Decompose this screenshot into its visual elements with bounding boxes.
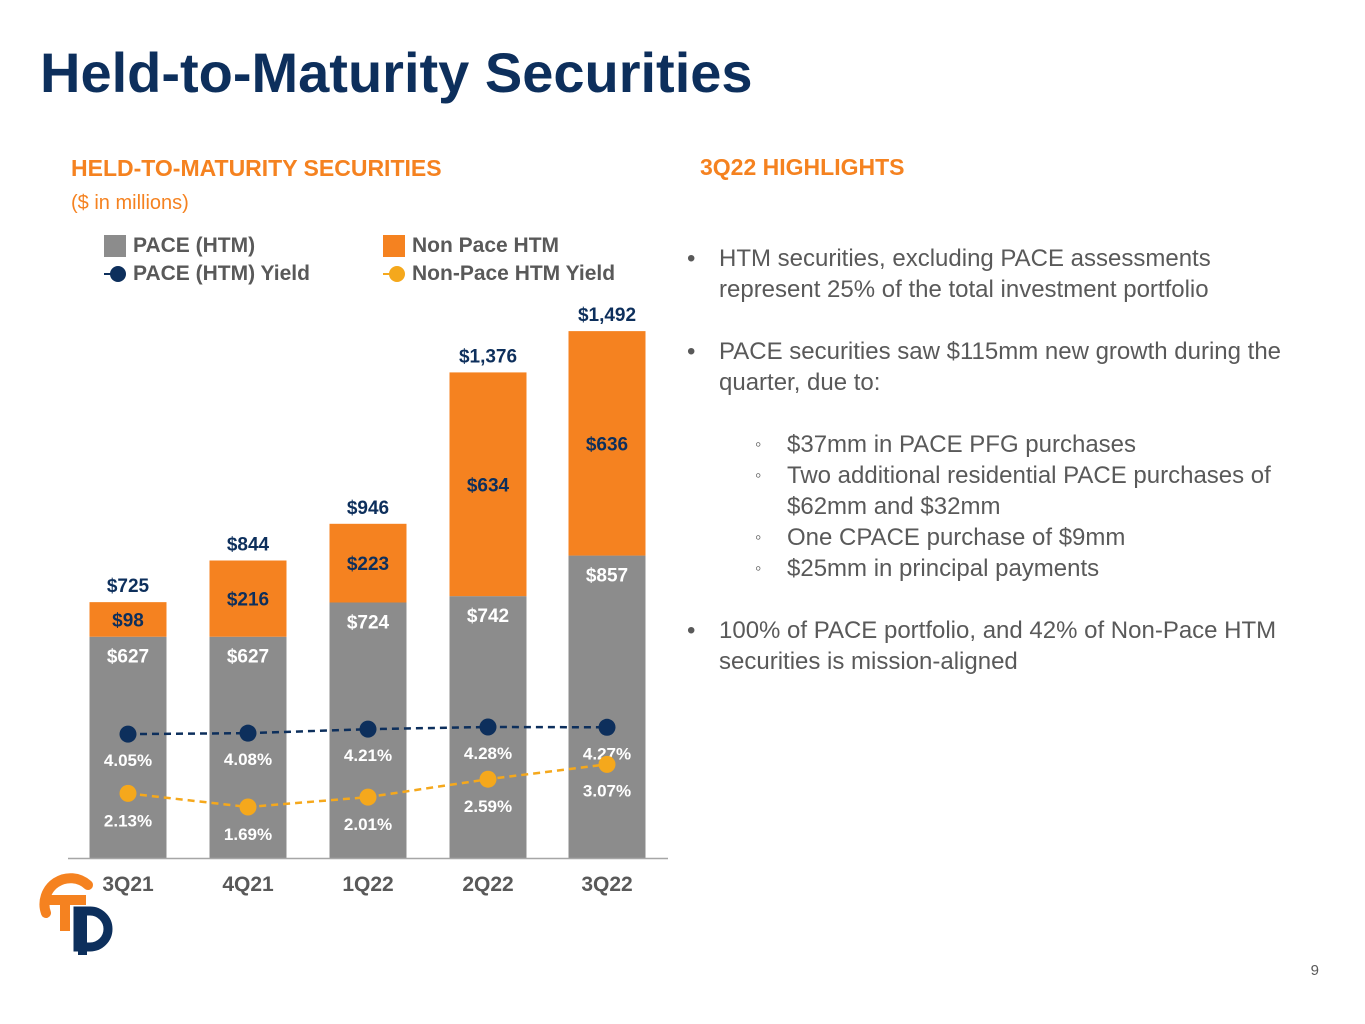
bar-non-pace-2Q22 — [449, 372, 527, 597]
yield-point-pace-3Q21 — [119, 725, 137, 743]
yield-label-non-pace-1Q22: 2.01% — [344, 815, 392, 834]
legend-non-pace-swatch — [383, 235, 405, 257]
highlight-text-2: PACE securities saw $115mm new growth du… — [719, 338, 1282, 396]
yield-label-pace-1Q22: 4.21% — [344, 746, 392, 765]
bar-non-pace-label-4Q21: $216 — [227, 590, 269, 611]
legend-pace-swatch — [104, 235, 126, 257]
bar-pace-label-2Q22: $742 — [467, 606, 509, 627]
highlight-text-1: HTM securities, excluding PACE assessmen… — [719, 245, 1211, 303]
legend-pace-yield-marker — [104, 263, 126, 285]
sub-bullet-1: ◦ $37mm in PACE PFG purchases — [755, 431, 1137, 458]
legend-non-pace-yield-label: Non-Pace HTM Yield — [412, 262, 616, 285]
yield-point-non-pace-3Q22 — [598, 755, 616, 773]
bar-non-pace-3Q22 — [568, 331, 646, 556]
yield-point-non-pace-4Q21 — [239, 798, 257, 816]
page-title: Held-to-Maturity Securities — [40, 41, 753, 104]
yield-point-pace-4Q21 — [239, 724, 257, 742]
yield-label-pace-4Q21: 4.08% — [224, 750, 272, 769]
legend-non-pace-yield-marker — [383, 263, 405, 285]
yield-label-pace-2Q22: 4.28% — [464, 744, 512, 763]
sub-bullet-2: ◦ Two additional residential PACE purchas… — [755, 460, 1307, 522]
bar-total-label-1Q22: $946 — [347, 498, 389, 519]
legend-pace-yield: PACE (HTM) Yield — [104, 262, 310, 286]
bar-non-pace-label-3Q22: $636 — [586, 434, 628, 455]
x-tick-label-4Q21: 4Q21 — [222, 873, 274, 896]
legend-non-pace: Non Pace HTM — [383, 234, 559, 258]
bar-non-pace-3Q21 — [89, 602, 167, 637]
yield-label-non-pace-3Q22: 3.07% — [583, 781, 631, 800]
bar-pace-4Q21 — [209, 636, 287, 858]
sub-bullet-text-3: One CPACE purchase of $9mm — [787, 524, 1126, 551]
bar-non-pace-4Q21 — [209, 560, 287, 637]
highlight-bullet-3: • 100% of PACE portfolio, and 42% of Non-… — [687, 615, 1307, 677]
highlight-text-3: 100% of PACE portfolio, and 42% of Non-P… — [719, 617, 1277, 675]
highlight-bullet-1: • HTM securities, excluding PACE assessme… — [687, 243, 1307, 305]
bar-non-pace-label-1Q22: $223 — [347, 554, 389, 575]
chart-subtitle: ($ in millions) — [71, 192, 189, 214]
bar-pace-label-3Q22: $857 — [586, 566, 628, 587]
highlight-bullet-2: • PACE securities saw $115mm new growth d… — [687, 336, 1307, 398]
bar-pace-3Q22 — [568, 555, 646, 858]
bar-non-pace-1Q22 — [329, 523, 407, 603]
x-tick-label-1Q22: 1Q22 — [342, 873, 393, 896]
chart-section-title: HELD-TO-MATURITY SECURITIES — [71, 155, 442, 181]
company-logo — [39, 873, 113, 955]
bar-pace-label-3Q21: $627 — [107, 647, 149, 668]
legend-non-pace-yield: Non-Pace HTM Yield — [383, 262, 615, 286]
sub-bullet-text-2: Two additional residential PACE purchase… — [787, 462, 1271, 520]
bar-total-label-2Q22: $1,376 — [459, 346, 517, 367]
bar-pace-label-4Q21: $627 — [227, 647, 269, 668]
legend-pace-label: PACE (HTM) — [133, 234, 256, 257]
yield-point-non-pace-1Q22 — [359, 788, 377, 806]
yield-label-non-pace-4Q21: 1.69% — [224, 825, 272, 844]
x-tick-label-2Q22: 2Q22 — [462, 873, 513, 896]
highlight-sub-list: ◦ $37mm in PACE PFG purchases ◦ Two additi… — [755, 429, 1307, 584]
bar-total-label-3Q21: $725 — [107, 576, 150, 597]
highlights-list: • HTM securities, excluding PACE assessme… — [687, 243, 1307, 708]
highlights-title: 3Q22 HIGHLIGHTS — [700, 154, 905, 180]
legend-pace-yield-label: PACE (HTM) Yield — [133, 262, 310, 285]
page-number: 9 — [1310, 962, 1319, 979]
bar-pace-label-1Q22: $724 — [347, 613, 390, 634]
bar-pace-3Q21 — [89, 636, 167, 858]
bar-total-label-4Q21: $844 — [227, 535, 270, 556]
bar-non-pace-label-3Q21: $98 — [112, 610, 144, 631]
yield-point-pace-1Q22 — [359, 720, 377, 738]
x-tick-label-3Q21: 3Q21 — [102, 873, 154, 896]
x-tick-label-3Q22: 3Q22 — [581, 873, 632, 896]
yield-point-non-pace-3Q21 — [119, 784, 137, 802]
sub-bullet-text-1: $37mm in PACE PFG purchases — [787, 431, 1137, 458]
yield-point-non-pace-2Q22 — [479, 770, 497, 788]
sub-bullet-3: ◦ One CPACE purchase of $9mm — [755, 524, 1126, 551]
legend-pace: PACE (HTM) — [104, 234, 255, 258]
yield-point-pace-2Q22 — [479, 718, 497, 736]
yield-point-pace-3Q22 — [598, 718, 616, 736]
legend-non-pace-label: Non Pace HTM — [412, 234, 560, 257]
yield-label-non-pace-3Q21: 2.13% — [104, 811, 152, 830]
bar-total-label-3Q22: $1,492 — [578, 305, 636, 326]
yield-label-pace-3Q21: 4.05% — [104, 751, 152, 770]
yield-label-pace-3Q22: 4.27% — [583, 744, 631, 763]
yield-label-non-pace-2Q22: 2.59% — [464, 797, 512, 816]
bar-non-pace-label-2Q22: $634 — [467, 475, 510, 496]
htm-securities-chart: $627 $98 $725 3Q21 $627 $216 $844 4Q21 $724 $223 $… — [68, 305, 668, 896]
sub-bullet-4: ◦ $25mm in principal payments — [755, 555, 1100, 582]
sub-bullet-text-4: $25mm in principal payments — [787, 555, 1100, 582]
